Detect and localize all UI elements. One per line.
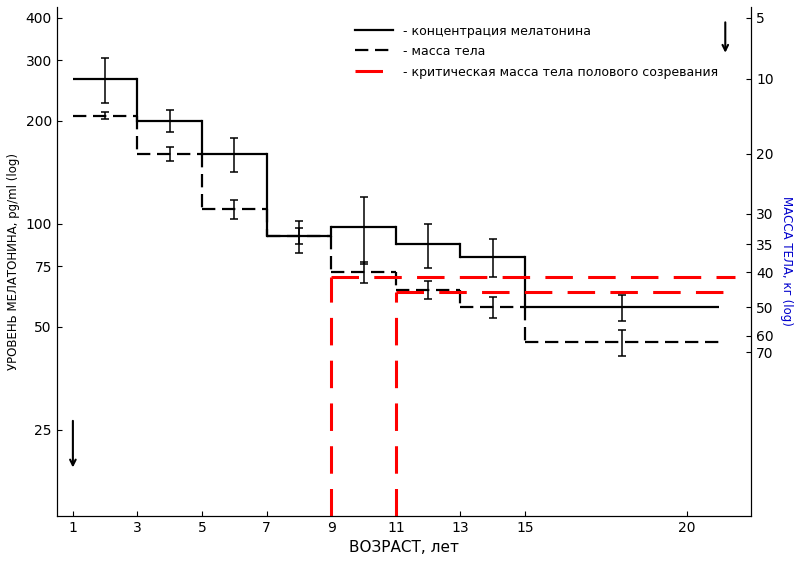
- Y-axis label: УРОВЕНЬ МЕЛАТОНИНА, pg/ml (log): УРОВЕНЬ МЕЛАТОНИНА, pg/ml (log): [7, 153, 20, 370]
- Legend: - концентрация мелатонина, - масса тела, - критическая масса тела полового созре: - концентрация мелатонина, - масса тела,…: [349, 19, 724, 85]
- Y-axis label: МАССА ТЕЛА, кг (log): МАССА ТЕЛА, кг (log): [780, 196, 793, 326]
- X-axis label: ВОЗРАСТ, лет: ВОЗРАСТ, лет: [349, 540, 459, 555]
